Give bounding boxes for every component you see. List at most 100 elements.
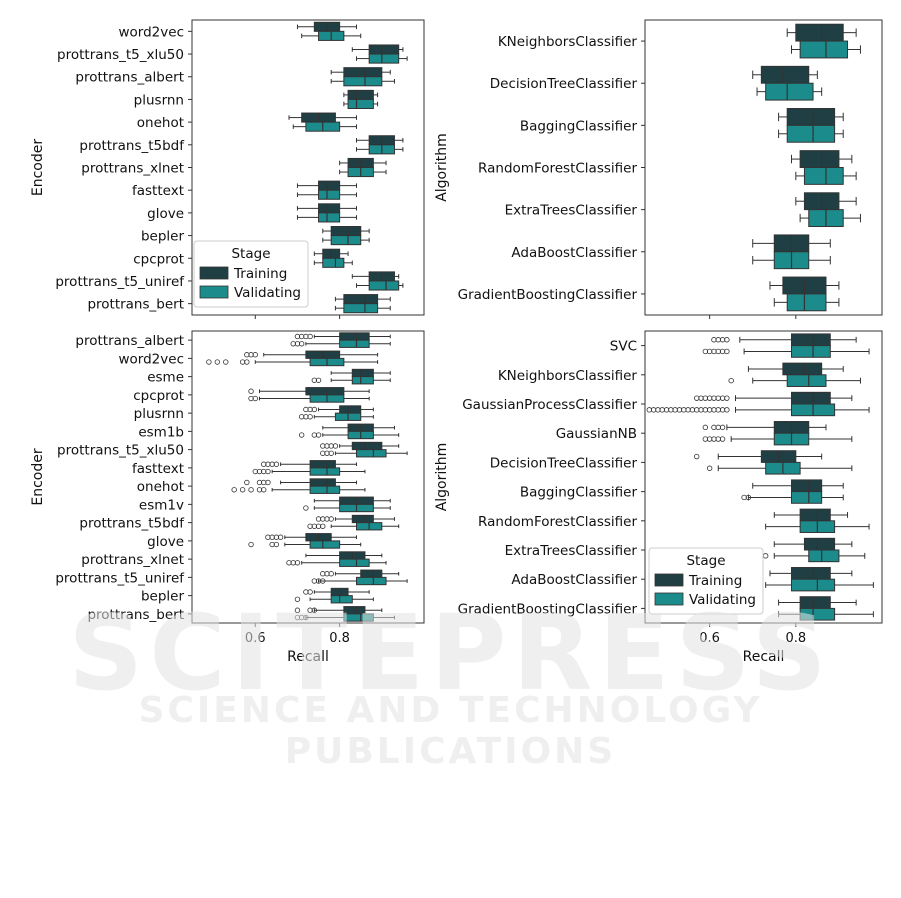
box-validating bbox=[339, 167, 387, 178]
box-body bbox=[799, 607, 836, 621]
category-label: SVC bbox=[610, 339, 637, 355]
legend-label-validating: Validating bbox=[689, 592, 756, 608]
category-label: AdaBoostClassifier bbox=[511, 245, 637, 261]
box-validating bbox=[330, 522, 400, 531]
box-validating bbox=[296, 212, 358, 223]
box-validating bbox=[305, 613, 395, 622]
box-validating bbox=[292, 121, 358, 132]
outlier-point bbox=[724, 395, 730, 401]
category-label: BaggingClassifier bbox=[520, 485, 638, 501]
category-label: KNeighborsClassifier bbox=[498, 368, 638, 384]
box-training bbox=[791, 150, 853, 168]
box-body bbox=[368, 53, 400, 64]
category-label: GaussianProcessClassifier bbox=[462, 397, 637, 413]
category-label: cpcprot bbox=[133, 388, 184, 404]
y-axis-label: Encoder bbox=[30, 139, 46, 196]
box-validating bbox=[254, 357, 379, 367]
box-body bbox=[339, 405, 362, 414]
box-validating bbox=[322, 430, 400, 440]
box-validating bbox=[356, 144, 404, 155]
box-validating bbox=[343, 98, 379, 110]
outlier-point bbox=[265, 468, 271, 475]
box-body bbox=[339, 332, 370, 341]
outlier-point bbox=[239, 487, 246, 493]
box-validating bbox=[730, 432, 853, 446]
category-label: plusrnn bbox=[134, 92, 184, 108]
category-label: ExtraTreesClassifier bbox=[505, 543, 638, 559]
outlier-point bbox=[252, 395, 258, 402]
chart-panel-2: Algorithm KNeighborsClassifier DecisionTre… bbox=[434, 19, 883, 319]
box-body bbox=[330, 235, 362, 246]
box-body bbox=[360, 569, 383, 578]
outlier-point bbox=[706, 465, 713, 471]
outlier-point bbox=[315, 432, 322, 438]
outlier-point bbox=[298, 432, 305, 438]
category-label: word2vec bbox=[119, 24, 185, 40]
x-tick-label: 0.8 bbox=[329, 631, 350, 646]
outlier-point bbox=[273, 541, 280, 548]
category-label: bepler bbox=[141, 229, 185, 245]
outlier-point bbox=[223, 359, 229, 365]
box-body bbox=[791, 345, 831, 358]
box-training bbox=[773, 537, 853, 551]
box-training bbox=[313, 248, 349, 259]
box-body bbox=[791, 491, 823, 504]
box-body bbox=[309, 460, 336, 469]
box-body bbox=[351, 514, 374, 524]
box-body bbox=[786, 374, 827, 387]
outlier-point bbox=[724, 407, 730, 413]
box-validating bbox=[356, 53, 408, 64]
outlier-point bbox=[248, 541, 254, 548]
box-validating bbox=[313, 503, 391, 513]
box-body bbox=[803, 537, 836, 551]
box-validating bbox=[318, 576, 408, 586]
box-training bbox=[263, 350, 379, 359]
box-body bbox=[368, 44, 400, 55]
category-label: prottrans_t5bdf bbox=[79, 138, 185, 154]
box-training bbox=[739, 333, 857, 347]
box-validating bbox=[330, 376, 391, 385]
box-training bbox=[296, 203, 358, 214]
box-validating bbox=[330, 76, 395, 87]
category-label: prottrans_bert bbox=[87, 607, 184, 623]
box-training bbox=[322, 226, 370, 237]
plot-frame bbox=[191, 330, 425, 624]
outlier-point bbox=[214, 359, 221, 365]
outlier-point bbox=[315, 377, 322, 383]
legend-label-training: Training bbox=[233, 266, 287, 282]
category-label: prottrans_t5_xlu50 bbox=[57, 443, 184, 459]
box-body bbox=[318, 180, 341, 191]
box-validating bbox=[296, 189, 358, 200]
outlier-point bbox=[244, 479, 250, 486]
box-body bbox=[347, 98, 374, 110]
box-validating bbox=[799, 209, 861, 227]
outlier-point bbox=[724, 337, 730, 343]
outlier-point bbox=[231, 487, 237, 493]
outlier-point bbox=[248, 487, 254, 493]
category-label: prottrans_bert bbox=[87, 297, 184, 313]
outlier-point bbox=[332, 443, 339, 449]
box-body bbox=[343, 67, 383, 78]
box-body bbox=[356, 449, 387, 458]
box-body bbox=[803, 167, 844, 185]
box-training bbox=[296, 21, 358, 32]
box-body bbox=[343, 303, 379, 314]
box-validating bbox=[309, 595, 374, 604]
category-label: prottrans_albert bbox=[75, 70, 184, 86]
category-label: fasttext bbox=[132, 461, 184, 477]
category-label: esm1b bbox=[138, 424, 184, 440]
outlier-point bbox=[252, 352, 258, 358]
box-training bbox=[778, 108, 844, 126]
box-validating bbox=[756, 82, 823, 101]
category-label: AdaBoostClassifier bbox=[511, 572, 637, 588]
box-body bbox=[799, 596, 831, 609]
category-label: RandomForestClassifier bbox=[478, 514, 637, 530]
box-body bbox=[808, 549, 840, 563]
outlier-point bbox=[328, 516, 334, 522]
box-training bbox=[318, 405, 374, 414]
outlier-point bbox=[261, 487, 267, 493]
box-validating bbox=[313, 257, 353, 268]
legend-swatch-validating bbox=[199, 285, 229, 299]
category-label: prottrans_t5bdf bbox=[79, 516, 185, 532]
x-tick-label: 0.8 bbox=[785, 631, 806, 646]
